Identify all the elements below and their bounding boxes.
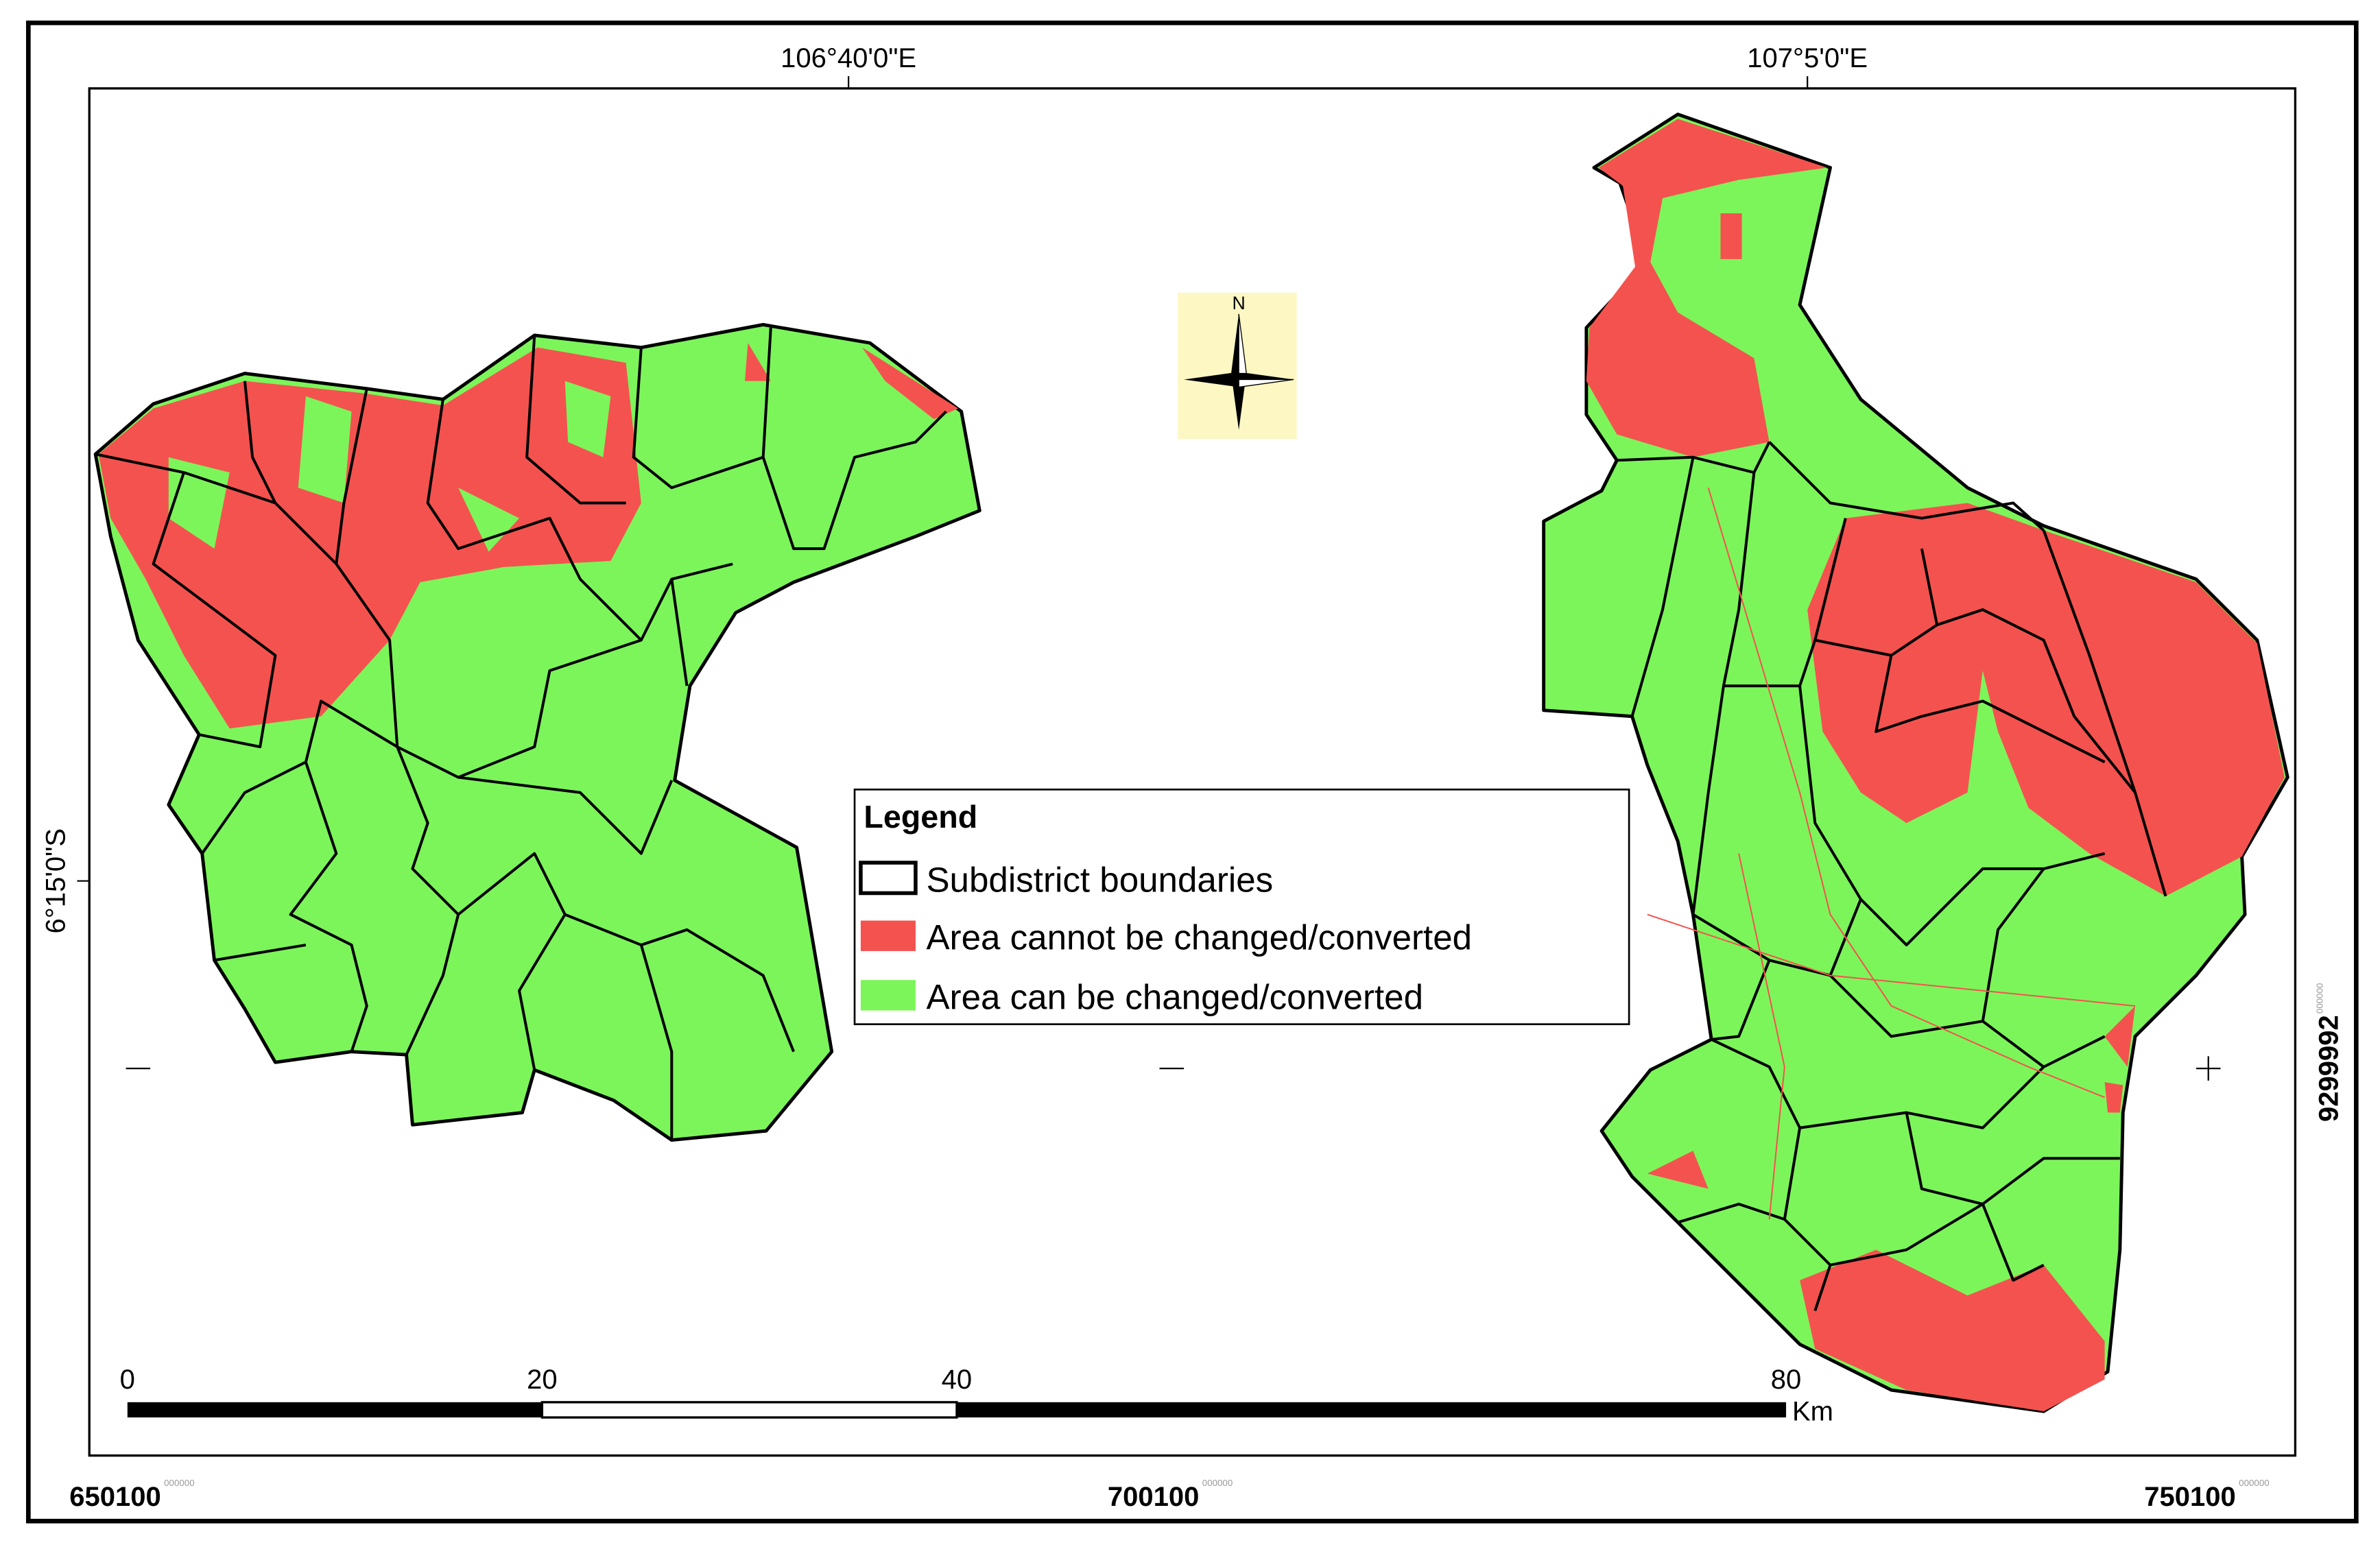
easting-value: 700100 bbox=[1108, 1482, 1199, 1512]
longitude-label: 106°40'0"E bbox=[781, 43, 916, 73]
scale-label: 40 bbox=[942, 1365, 973, 1395]
legend-label: Subdistrict boundaries bbox=[926, 860, 1273, 899]
legend-swatch bbox=[860, 980, 916, 1011]
legend-swatch bbox=[859, 861, 918, 896]
northing-value: 9299992 bbox=[2314, 1015, 2344, 1122]
scale-label: 20 bbox=[527, 1365, 558, 1395]
grid-ticks bbox=[77, 76, 2221, 1081]
easting-value: 650100 bbox=[69, 1482, 160, 1512]
west-region bbox=[93, 322, 981, 1142]
legend-title: Legend bbox=[864, 799, 977, 835]
scale-label: 0 bbox=[120, 1365, 135, 1395]
longitude-label: 107°5'0"E bbox=[1747, 43, 1868, 73]
northing-label: 9299992 000000 bbox=[2314, 983, 2344, 1122]
northing-suffix: 000000 bbox=[2314, 983, 2324, 1014]
legend-swatch bbox=[860, 920, 916, 951]
scale-unit: Km bbox=[1792, 1397, 1833, 1427]
scale-bar: 0 20 40 80 Km bbox=[120, 1365, 1833, 1427]
north-label: N bbox=[1232, 293, 1245, 313]
north-arrow: N bbox=[1178, 292, 1297, 440]
legend: Legend Subdistrict boundaries Area canno… bbox=[853, 789, 1630, 1025]
easting-suffix: 000000 bbox=[164, 1478, 194, 1488]
easting-value: 750100 bbox=[2144, 1482, 2235, 1512]
easting-suffix: 000000 bbox=[1202, 1478, 1233, 1488]
legend-label: Area can be changed/converted bbox=[926, 977, 1423, 1016]
easting-suffix: 000000 bbox=[2239, 1478, 2269, 1488]
scale-label: 80 bbox=[1771, 1365, 1802, 1395]
latitude-label: 6°15'0"S bbox=[41, 828, 71, 934]
legend-label: Area cannot be changed/converted bbox=[926, 918, 1472, 957]
east-region bbox=[1542, 112, 2289, 1413]
